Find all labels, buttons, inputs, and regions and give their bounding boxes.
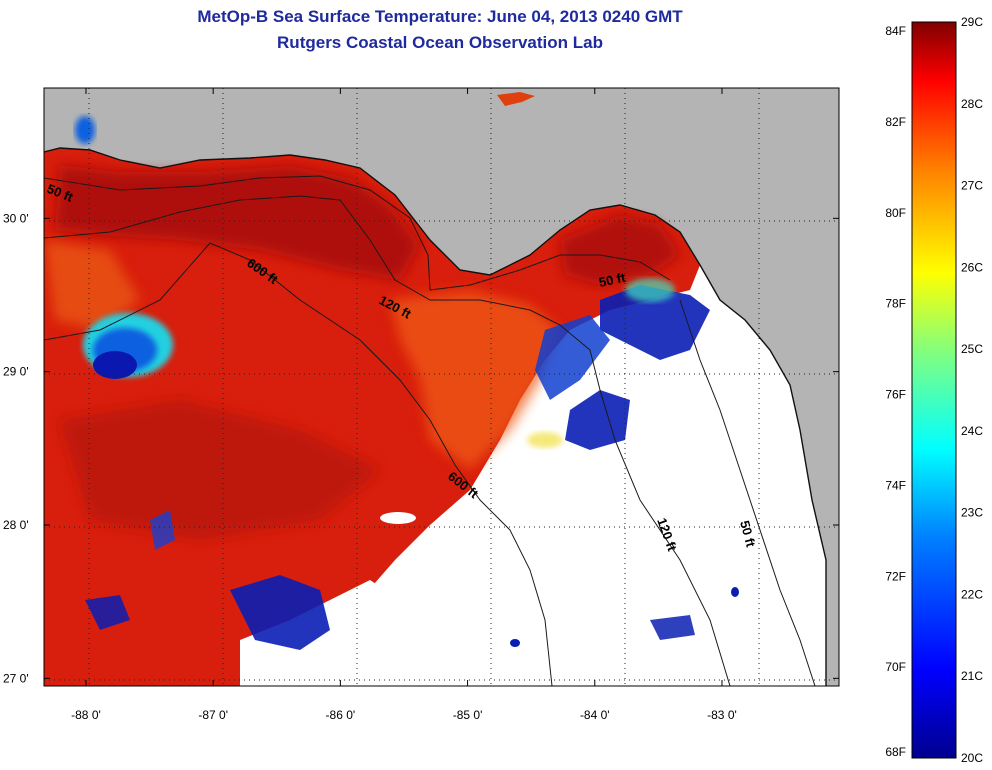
cyan-fringe xyxy=(625,278,675,302)
colorbar-celsius-labels: 29C 28C 27C 26C 25C 24C 23C 22C 21C 20C xyxy=(961,15,983,765)
colorbar-f-label: 80F xyxy=(885,206,906,220)
colorbar-f-label: 82F xyxy=(885,115,906,129)
contour-label-50ft-south: 50 ft xyxy=(737,519,759,549)
colorbar-c-label: 29C xyxy=(961,15,983,29)
x-tick-label: -84 0' xyxy=(580,708,610,722)
cool-patch-bigbend-2 xyxy=(535,315,610,400)
colorbar-c-label: 21C xyxy=(961,669,983,683)
colorbar-c-label: 20C xyxy=(961,751,983,765)
hot-spot-north xyxy=(497,92,535,106)
colorbar-fahrenheit-labels: 84F 82F 80F 78F 76F 74F 72F 70F 68F xyxy=(885,24,906,759)
yellow-fringe xyxy=(527,432,563,448)
contour-50ft-west xyxy=(44,175,671,291)
bathymetry-contours xyxy=(44,175,816,686)
contour-120ft xyxy=(44,195,731,686)
map-subtitle: Rutgers Coastal Ocean Observation Lab xyxy=(277,33,603,52)
cold-spot-nw xyxy=(75,116,95,144)
map-title: MetOp-B Sea Surface Temperature: June 04… xyxy=(197,7,683,26)
contour-label-50ft-bigbend: 50 ft xyxy=(598,270,628,290)
y-axis: 30 0' 29 0' 28 0' 27 0' xyxy=(3,211,839,685)
colorbar-f-label: 78F xyxy=(885,297,906,311)
cold-eddy-core xyxy=(93,351,137,379)
cool-patch-south-2 xyxy=(85,595,130,630)
colorbar-c-label: 27C xyxy=(961,179,983,193)
x-axis: -88 0' -87 0' -86 0' -85 0' -84 0' -83 0' xyxy=(71,88,737,722)
colorbar-f-label: 74F xyxy=(885,478,906,492)
colorbar-c-label: 24C xyxy=(961,424,983,438)
colorbar-f-label: 70F xyxy=(885,660,906,674)
colorbar-f-label: 72F xyxy=(885,569,906,583)
colorbar-f-label: 68F xyxy=(885,745,906,759)
ocean-warm xyxy=(44,148,700,686)
x-tick-label: -87 0' xyxy=(198,708,228,722)
cool-blob-small-2 xyxy=(731,587,739,597)
coastline xyxy=(44,147,827,686)
colorbar-f-label: 76F xyxy=(885,388,906,402)
cool-patch-bigbend xyxy=(600,285,710,360)
map-frame xyxy=(43,87,840,687)
x-tick-label: -88 0' xyxy=(71,708,101,722)
y-tick-label: 27 0' xyxy=(3,671,29,685)
title-block: MetOp-B Sea Surface Temperature: June 04… xyxy=(40,4,840,56)
map-area xyxy=(44,88,839,686)
y-tick-label: 29 0' xyxy=(3,365,29,379)
cool-patch-south-3 xyxy=(150,510,175,550)
contour-50ft-east xyxy=(679,299,816,686)
cool-blob-small xyxy=(510,639,520,647)
colorbar-c-label: 26C xyxy=(961,260,983,274)
x-tick-label: -83 0' xyxy=(707,708,737,722)
colorbar-gradient xyxy=(911,21,957,759)
colorbar-c-label: 23C xyxy=(961,506,983,520)
ocean-hot-south xyxy=(60,400,380,540)
colorbar: 84F 82F 80F 78F 76F 74F 72F 70F 68F 29C 28C 27C 26C… xyxy=(885,15,983,765)
y-tick-label: 30 0' xyxy=(3,211,29,225)
colorbar-c-label: 28C xyxy=(961,97,983,111)
colorbar-c-label: 22C xyxy=(961,587,983,601)
cool-patch-south-4 xyxy=(650,615,695,640)
x-tick-label: -86 0' xyxy=(326,708,356,722)
ocean-hot xyxy=(55,165,420,280)
land-mass xyxy=(44,88,839,686)
cool-patch-south-1 xyxy=(230,575,330,650)
x-tick-label: -85 0' xyxy=(453,708,483,722)
contour-600ft xyxy=(44,242,553,686)
ocean-mid-north xyxy=(44,240,140,330)
y-tick-label: 28 0' xyxy=(3,518,29,532)
colorbar-f-label: 84F xyxy=(885,24,906,38)
cloud-patch-small xyxy=(380,512,416,524)
colorbar-c-label: 25C xyxy=(961,342,983,356)
